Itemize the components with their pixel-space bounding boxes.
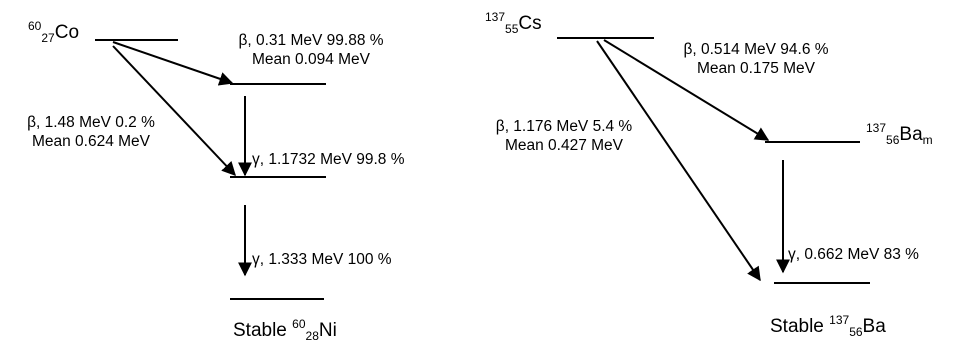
cs137-atomic-number: 55: [505, 22, 519, 36]
cs137-daughter-atomic: 56: [849, 325, 863, 339]
co60-beta1-line1: β, 0.31 MeV 99.88 %: [238, 32, 384, 49]
cs137-metastable-label: 13756Bam: [866, 121, 933, 147]
cs137-beta1-line1: β, 0.514 MeV 94.6 %: [683, 41, 829, 58]
co60-daughter-symbol: Ni: [318, 320, 337, 341]
co60-atomic-number: 27: [41, 31, 55, 45]
cs137-daughter-mass: 137: [829, 313, 850, 327]
co60-gamma1-label: γ, 1.1732 MeV 99.8 %: [252, 151, 405, 168]
cs137-beta1-arrow: [603, 39, 770, 141]
co60-daughter-mass: 60: [292, 317, 306, 331]
cs137-parent-label: 13755Cs: [485, 10, 542, 36]
cs137-daughter-symbol: Ba: [862, 316, 886, 337]
co60-beta1-line2: Mean 0.094 MeV: [251, 51, 371, 68]
cs137-daughter-prefix: Stable: [770, 316, 824, 337]
co60-beta2-line2: Mean 0.624 MeV: [31, 133, 151, 150]
co60-beta2-arrow: [112, 45, 236, 177]
co60-daughter-label: Stable 6028Ni: [233, 317, 337, 343]
cs137-metastable-mass: 137: [866, 121, 887, 135]
cs137-metastable-sub: m: [922, 133, 933, 147]
co60-beta2-line1: β, 1.48 MeV 0.2 %: [27, 114, 155, 131]
cs137-beta2-arrow: [596, 40, 761, 282]
cs137-metastable-symbol: Ba: [899, 124, 923, 145]
cs137-mass-number: 137: [485, 10, 506, 24]
cs137-daughter-label: Stable 13756Ba: [770, 313, 886, 339]
co60-parent-label: 6027Co: [28, 19, 80, 45]
co60-daughter-atomic: 28: [305, 329, 319, 343]
co60-beta2-label: β, 1.48 MeV 0.2 % Mean 0.624 MeV: [5, 113, 177, 151]
co60-gamma2-label: γ, 1.333 MeV 100 %: [252, 251, 392, 268]
cs137-gamma-label: γ, 0.662 MeV 83 %: [788, 246, 919, 263]
cs137-beta2-label: β, 1.176 MeV 5.4 % Mean 0.427 MeV: [483, 117, 645, 155]
co60-mass-number: 60: [28, 19, 42, 33]
co60-symbol: Co: [54, 22, 80, 43]
co60-beta1-label: β, 0.31 MeV 99.88 % Mean 0.094 MeV: [218, 31, 404, 69]
co60-beta1-arrow: [112, 41, 234, 86]
cs137-beta2-line2: Mean 0.427 MeV: [504, 137, 624, 154]
co60-daughter-prefix: Stable: [233, 320, 287, 341]
cs137-beta1-line2: Mean 0.175 MeV: [696, 60, 816, 77]
cs137-symbol: Cs: [518, 13, 542, 34]
cs137-beta1-label: β, 0.514 MeV 94.6 % Mean 0.175 MeV: [672, 40, 840, 78]
cs137-metastable-atomic: 56: [886, 133, 900, 147]
cs137-beta2-line1: β, 1.176 MeV 5.4 %: [495, 118, 633, 135]
